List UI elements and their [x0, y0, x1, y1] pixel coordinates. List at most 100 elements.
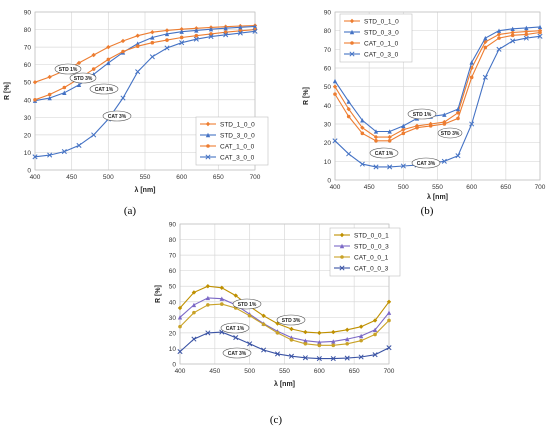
- plot-area: [179, 223, 390, 365]
- data-point-STD_0_0_1: [303, 329, 308, 335]
- series-line-STD_3_0_0: [34, 25, 256, 102]
- plot-area: [34, 11, 256, 171]
- data-point-CAT_1_0_0: [106, 57, 111, 62]
- y-tick-label: 10: [169, 346, 177, 353]
- annotation-label: STD 1%: [238, 302, 257, 308]
- panel-label-a: (a): [124, 205, 137, 217]
- data-point-STD_3_0_0: [135, 41, 140, 46]
- y-tick-label: 70: [169, 253, 177, 260]
- data-point-CAT_0_3_0: [346, 151, 352, 157]
- data-point-CAT_0_0_3: [191, 336, 197, 342]
- data-point-CAT_0_1_0: [428, 124, 433, 128]
- annotation-label: STD 3%: [74, 76, 93, 82]
- data-point-CAT_0_0_3: [177, 349, 183, 355]
- annotation-label: CAT 3%: [228, 351, 247, 357]
- data-point-STD_0_1_0: [496, 32, 502, 37]
- y-tick-label: 50: [324, 84, 332, 91]
- data-point-STD_1_0_0: [179, 27, 184, 32]
- data-point-CAT_0_0_3: [372, 352, 378, 358]
- data-point-CAT_0_0_1: [178, 324, 182, 329]
- data-point-CAT_0_1_0: [469, 75, 474, 80]
- data-point-STD_3_0_0: [194, 28, 199, 33]
- data-point-CAT_0_0_1: [289, 338, 294, 342]
- data-point-CAT_3_0_0: [193, 36, 199, 42]
- data-point-CAT_0_0_3: [302, 355, 308, 361]
- legend-swatch-marker: [339, 265, 345, 271]
- y-tick-label: 10: [324, 159, 332, 166]
- data-point-STD_3_0_0: [238, 25, 243, 30]
- x-tick-label: 450: [209, 368, 220, 375]
- data-point-CAT_3_0_0: [223, 32, 229, 38]
- data-point-STD_3_0_0: [47, 95, 52, 101]
- data-point-STD_3_0_0: [76, 82, 82, 88]
- annotation-label: STD 1%: [59, 67, 78, 73]
- data-point-CAT_0_0_1: [220, 302, 224, 306]
- data-point-CAT_0_1_0: [360, 131, 365, 136]
- data-point-STD_3_0_0: [164, 31, 170, 37]
- data-point-STD_0_3_0: [332, 78, 338, 84]
- data-point-STD_0_0_1: [233, 293, 238, 298]
- x-tick-label: 450: [66, 174, 77, 181]
- data-point-CAT_0_3_0: [482, 74, 488, 80]
- x-tick-label: 600: [314, 368, 325, 375]
- data-point-STD_3_0_0: [106, 60, 111, 66]
- data-point-CAT_0_1_0: [374, 139, 378, 143]
- data-point-STD_1_0_0: [32, 80, 38, 85]
- data-point-CAT_1_0_0: [165, 38, 169, 42]
- annotation-bubble: [411, 157, 441, 169]
- y-tick-label: 0: [327, 178, 331, 185]
- data-point-STD_3_0_0: [223, 25, 228, 31]
- data-point-STD_0_0_3: [386, 310, 392, 315]
- y-tick-label: 20: [324, 140, 332, 147]
- data-point-CAT_1_0_0: [179, 35, 184, 40]
- legend-label: STD_3_0_0: [220, 133, 255, 140]
- legend-swatch-marker: [205, 154, 211, 160]
- legend-label: CAT_0_1_0: [364, 41, 399, 48]
- x-tick-label: 600: [466, 184, 477, 191]
- legend-label: STD_0_0_3: [354, 244, 389, 251]
- annotation-label: CAT 1%: [95, 87, 114, 93]
- data-point-STD_0_3_0: [524, 25, 529, 31]
- data-point-CAT_0_3_0: [537, 33, 543, 39]
- data-point-CAT_0_3_0: [510, 38, 516, 44]
- series-line-CAT_1_0_0: [34, 29, 256, 101]
- data-point-CAT_0_3_0: [332, 138, 338, 144]
- data-point-CAT_0_0_1: [345, 341, 350, 346]
- data-point-STD_3_0_0: [150, 35, 155, 40]
- legend-swatch-marker: [206, 144, 210, 148]
- series-line-CAT_0_1_0: [334, 31, 541, 142]
- annotation-bubble: [407, 108, 437, 120]
- data-point-STD_0_3_0: [537, 24, 543, 30]
- plot-area: [334, 11, 541, 181]
- y-tick-label: 80: [24, 27, 32, 34]
- panel-c: 0 10 20 30 40 50 60 70 80 90 400 450 500 550 600 650 700…: [155, 222, 401, 388]
- data-point-STD_0_0_3: [358, 333, 364, 339]
- legend-swatch-marker: [349, 18, 355, 24]
- data-point-STD_3_0_0: [252, 24, 258, 29]
- data-point-STD_0_3_0: [455, 106, 461, 112]
- x-tick-label: 550: [279, 368, 290, 375]
- annotation-bubble: [102, 110, 132, 122]
- series-line-CAT_0_0_3: [179, 331, 390, 360]
- annotation-label: CAT 3%: [417, 161, 436, 167]
- data-point-STD_0_0_3: [205, 295, 211, 301]
- data-point-CAT_1_0_0: [91, 67, 96, 71]
- data-point-CAT_0_0_1: [206, 303, 210, 307]
- data-point-STD_0_0_1: [345, 327, 350, 332]
- y-tick-label: 30: [169, 315, 177, 322]
- legend-label: CAT_0_3_0: [364, 52, 399, 59]
- series-line-STD_0_1_0: [334, 30, 541, 138]
- data-point-STD_1_0_0: [76, 60, 82, 66]
- y-tick-label: 60: [24, 62, 32, 69]
- data-point-CAT_0_0_1: [331, 343, 336, 348]
- data-point-CAT_0_1_0: [333, 92, 337, 96]
- panel-a: 0 10 20 30 40 50 60 70 80 90 400 450 500 550 600 650 700…: [4, 10, 269, 194]
- data-point-CAT_0_0_3: [316, 356, 322, 362]
- data-point-STD_0_1_0: [510, 30, 515, 35]
- data-point-CAT_0_3_0: [469, 121, 475, 127]
- data-point-CAT_1_0_0: [47, 92, 52, 97]
- x-axis-label: λ [nm]: [427, 193, 448, 201]
- data-point-CAT_3_0_0: [76, 142, 82, 148]
- y-tick-label: 60: [169, 268, 177, 275]
- data-point-CAT_0_0_1: [275, 331, 280, 335]
